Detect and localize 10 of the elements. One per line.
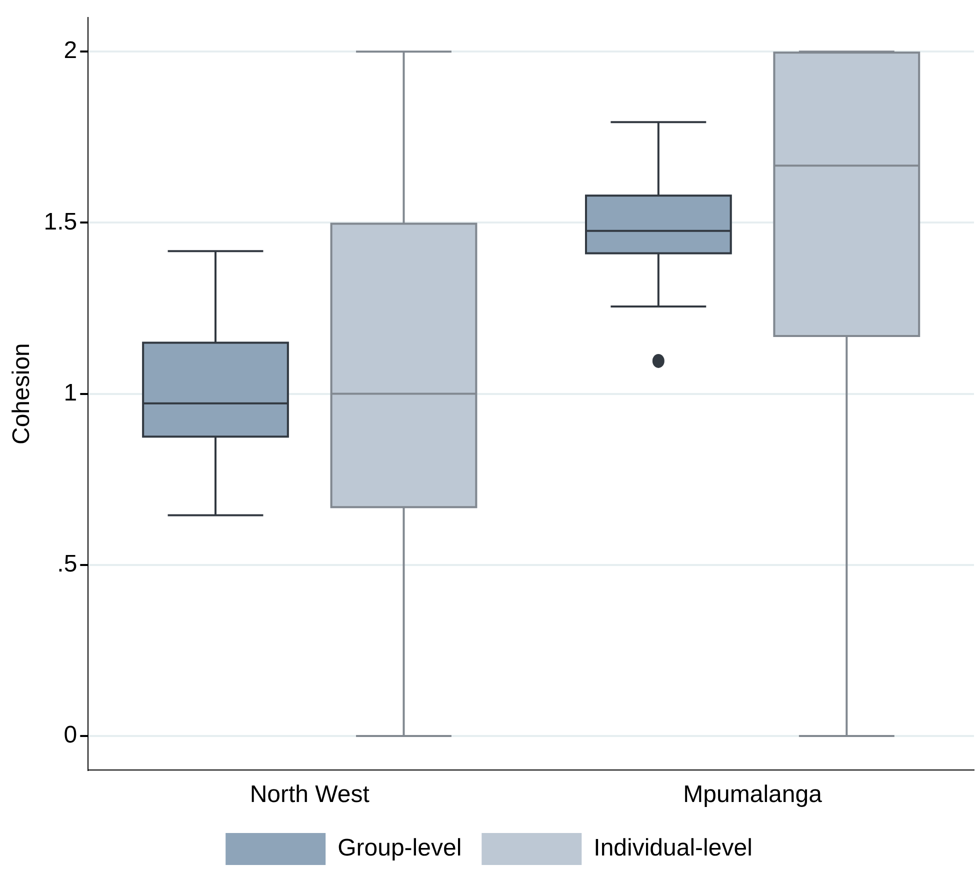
- y-tick-label: 1: [64, 379, 78, 406]
- x-tick-label: North West: [250, 781, 370, 808]
- y-tick-label: 1.5: [44, 208, 78, 236]
- y-tick-label: 0: [64, 722, 78, 749]
- legend-label: Group-level: [338, 834, 462, 862]
- x-tick-label: Mpumalanga: [683, 781, 823, 808]
- y-axis-title: Cohesion: [8, 343, 36, 445]
- y-tick-label: 2: [64, 37, 78, 64]
- y-tick-label: .5: [57, 550, 78, 578]
- legend-label: Individual-level: [594, 834, 752, 862]
